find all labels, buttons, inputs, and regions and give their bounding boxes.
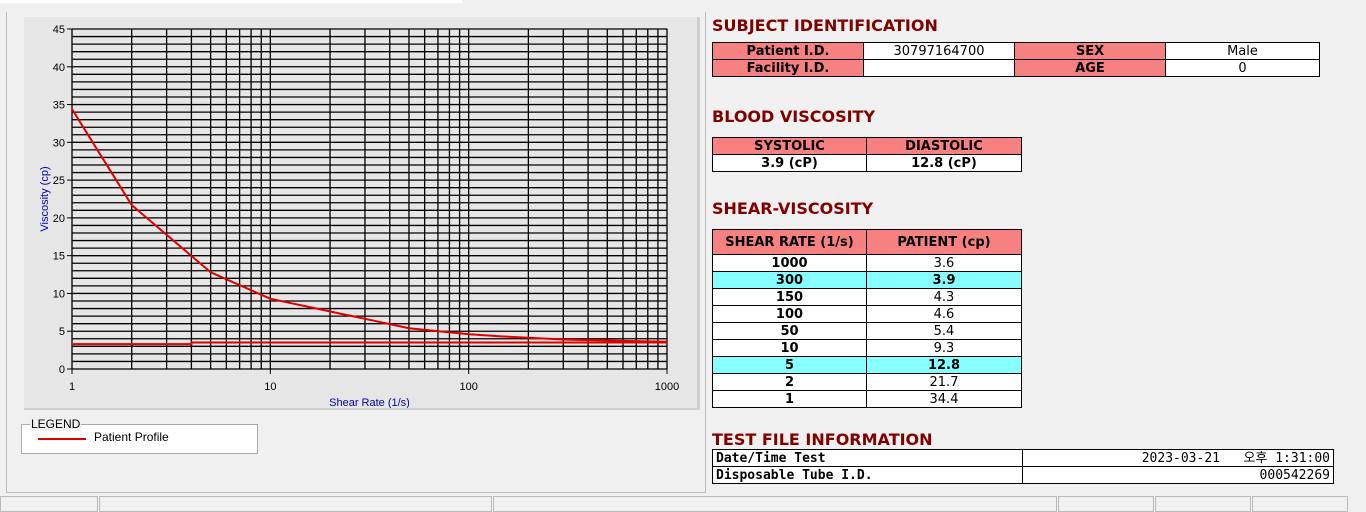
data-point <box>562 338 565 341</box>
data-point <box>502 335 505 338</box>
systolic-value: 3.9 (cP) <box>712 154 867 172</box>
patient-value: 9.3 <box>866 339 1022 357</box>
tube-label: Disposable Tube I.D. <box>712 466 1023 484</box>
shear-title: SHEAR-VISCOSITY <box>712 199 874 218</box>
y-axis-label: Viscosity (cp) <box>39 166 51 231</box>
status-pane-2 <box>99 496 492 512</box>
data-point <box>130 204 133 206</box>
shear-rate-value: 50 <box>712 322 867 340</box>
x-tick-label: 100 <box>459 381 477 393</box>
sex-label: SEX <box>1014 42 1166 60</box>
shear-row: 5 12.8 <box>712 356 1022 374</box>
plot-area <box>71 28 668 370</box>
legend-label-patient: Patient Profile <box>94 430 169 444</box>
x-axis-label: Shear Rate (1/s) <box>329 397 410 408</box>
data-point <box>190 343 193 345</box>
status-pane-3 <box>493 496 1057 512</box>
data-point <box>71 108 73 110</box>
chart-svg: 0 5 10 15 20 25 30 35 40 45 1 10 100 1000 Shear Rate (… <box>39 24 679 409</box>
shear-rate-value: 100 <box>712 305 867 323</box>
patient-value: 3.9 <box>866 271 1022 289</box>
shear-rate-value: 1 <box>712 390 867 408</box>
status-pane-1 <box>0 496 98 512</box>
shear-row: 100 4.6 <box>712 305 1022 323</box>
shear-rate-value: 2 <box>712 373 867 391</box>
shear-table: SHEAR RATE (1/s) PATIENT (cp) 1000 3.6 300 3… <box>712 229 1022 408</box>
shear-rate-value: 1000 <box>712 254 867 272</box>
y-tick-label: 15 <box>53 251 65 263</box>
patient-value: 4.6 <box>866 305 1022 323</box>
status-pane-6 <box>1252 496 1348 512</box>
y-tick-label: 25 <box>53 175 65 187</box>
shear-row: 2 21.7 <box>712 373 1022 391</box>
data-point <box>666 341 668 344</box>
tube-value: 000542269 <box>1022 466 1334 484</box>
y-tick-label: 45 <box>53 24 65 36</box>
patient-id-label: Patient I.D. <box>712 42 864 60</box>
viscosity-chart: 0 5 10 15 20 25 30 35 40 45 1 10 100 1000 Shear Rate (… <box>24 17 700 410</box>
data-point <box>467 333 470 336</box>
shear-row: 1 34.4 <box>712 390 1022 408</box>
sex-value: Male <box>1165 42 1320 60</box>
blood-title: BLOOD VISCOSITY <box>712 107 876 126</box>
shear-rate-value: 150 <box>712 288 867 306</box>
patient-value: 4.3 <box>866 288 1022 306</box>
date-value: 2023-03-21 오후 1:31:00 <box>1022 449 1334 467</box>
y-tick-label: 40 <box>53 62 65 74</box>
testfile-title: TEST FILE INFORMATION <box>712 430 933 449</box>
data-point <box>190 341 193 344</box>
shear-row: 300 3.9 <box>712 271 1022 289</box>
facility-value <box>863 59 1015 77</box>
x-tick-label: 1000 <box>655 381 679 393</box>
diastolic-value: 12.8 (cP) <box>866 154 1022 172</box>
patient-id-value: 30797164700 <box>863 42 1015 60</box>
data-point <box>209 271 212 274</box>
subject-table: Patient I.D. 30797164700 SEX Male Facility … <box>712 42 1320 77</box>
legend-title: LEGEND <box>30 417 82 431</box>
shear-rate-header: SHEAR RATE (1/s) <box>712 229 867 255</box>
date-label: Date/Time Test <box>712 449 1023 467</box>
data-point <box>408 327 410 330</box>
subject-title: SUBJECT IDENTIFICATION <box>712 16 938 35</box>
legend: LEGEND Patient Profile <box>21 417 258 454</box>
top-bar <box>0 0 462 3</box>
shear-row: 1000 3.6 <box>712 254 1022 272</box>
data-point <box>269 297 272 300</box>
shear-rate-value: 5 <box>712 356 867 374</box>
y-tick-label: 30 <box>53 137 65 149</box>
facility-label: Facility I.D. <box>712 59 864 77</box>
patient-value: 21.7 <box>866 373 1022 391</box>
shear-rate-value: 10 <box>712 339 867 357</box>
patient-header: PATIENT (cp) <box>866 229 1022 255</box>
x-tick-label: 10 <box>264 381 276 393</box>
status-pane-5 <box>1155 496 1251 512</box>
patient-value: 5.4 <box>866 322 1022 340</box>
age-label: AGE <box>1014 59 1166 77</box>
patient-value: 3.6 <box>866 254 1022 272</box>
age-value: 0 <box>1165 59 1320 77</box>
diastolic-label: DIASTOLIC <box>866 137 1022 155</box>
shear-row: 50 5.4 <box>712 322 1022 340</box>
patient-value: 34.4 <box>866 390 1022 408</box>
y-tick-label: 35 <box>53 100 65 112</box>
y-tick-label: 0 <box>59 364 65 376</box>
systolic-label: SYSTOLIC <box>712 137 867 155</box>
patient-value: 12.8 <box>866 356 1022 374</box>
blood-table: SYSTOLIC DIASTOLIC 3.9 (cP) 12.8 (cP) <box>712 137 1022 172</box>
status-pane-4 <box>1058 496 1154 512</box>
y-tick-label: 5 <box>59 326 65 338</box>
x-tick-label: 1 <box>69 381 75 393</box>
shear-rate-value: 300 <box>712 271 867 289</box>
shear-row: 150 4.3 <box>712 288 1022 306</box>
legend-line-patient <box>38 438 86 440</box>
y-tick-label: 20 <box>53 213 65 225</box>
y-tick-label: 10 <box>53 288 65 300</box>
shear-row: 10 9.3 <box>712 339 1022 357</box>
testfile-table: Date/Time Test 2023-03-21 오후 1:31:00 Disp… <box>712 449 1334 484</box>
data-point <box>71 343 73 345</box>
